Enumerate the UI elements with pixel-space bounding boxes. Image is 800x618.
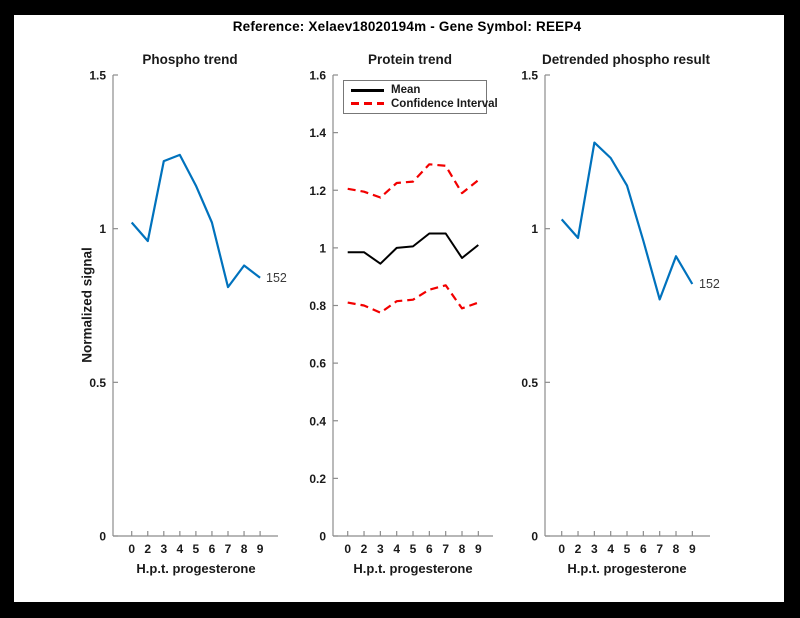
subplot1-title: Phospho trend bbox=[142, 52, 238, 67]
tick-label: 0 bbox=[319, 530, 326, 544]
tick-label: 0.5 bbox=[521, 376, 538, 390]
tick-label: 0.4 bbox=[309, 414, 326, 428]
subplot1-endpoint-annotation: 152 bbox=[266, 271, 287, 285]
tick-label: 0.5 bbox=[89, 376, 106, 390]
tick-label: 1.5 bbox=[89, 69, 106, 83]
tick-label: 1.6 bbox=[309, 69, 326, 83]
protein-series-line-2 bbox=[347, 284, 479, 314]
legend-row-confidence-interval: Confidence Interval bbox=[344, 98, 498, 110]
tick-label: 0 bbox=[344, 542, 351, 556]
tick-label: 3 bbox=[160, 542, 167, 556]
tick-label: 1 bbox=[531, 222, 538, 236]
tick-label: 9 bbox=[257, 542, 264, 556]
tick-label: 7 bbox=[442, 542, 449, 556]
ci-line-sample bbox=[351, 102, 384, 105]
tick-label: 9 bbox=[689, 542, 696, 556]
tick-label: 0.6 bbox=[309, 357, 326, 371]
tick-label: 3 bbox=[377, 542, 384, 556]
tick-label: 7 bbox=[225, 542, 232, 556]
tick-label: 1.4 bbox=[309, 126, 326, 140]
tick-label: 0 bbox=[531, 530, 538, 544]
tick-label: 6 bbox=[209, 542, 216, 556]
subplot3-endpoint-annotation: 152 bbox=[699, 277, 720, 291]
subplot2-title: Protein trend bbox=[367, 52, 453, 67]
tick-label: 5 bbox=[410, 542, 417, 556]
subplot2-xlabel: H.p.t. progesterone bbox=[353, 561, 473, 576]
figure-title: Reference: Xelaev18020194m - Gene Symbol… bbox=[232, 19, 582, 34]
tick-label: 9 bbox=[475, 542, 482, 556]
protein-series-line-1 bbox=[347, 163, 479, 199]
legend-row-mean: Mean bbox=[344, 84, 486, 96]
tick-label: 0.8 bbox=[309, 299, 326, 313]
tick-label: 1.2 bbox=[309, 184, 326, 198]
tick-label: 2 bbox=[575, 542, 582, 556]
tick-label: 4 bbox=[393, 542, 400, 556]
tick-label: 6 bbox=[426, 542, 433, 556]
tick-label: 7 bbox=[656, 542, 663, 556]
protein-series-line-0 bbox=[347, 232, 479, 265]
tick-label: 5 bbox=[193, 542, 200, 556]
tick-label: 4 bbox=[607, 542, 614, 556]
mean-line-sample bbox=[351, 89, 384, 92]
tick-label: 0 bbox=[128, 542, 135, 556]
subplot3-xlabel: H.p.t. progesterone bbox=[567, 561, 687, 576]
tick-label: 1 bbox=[319, 241, 326, 255]
phospho-series-line-0 bbox=[130, 153, 261, 289]
legend-box: Mean Confidence Interval bbox=[343, 80, 498, 114]
subplot3-title: Detrended phospho result bbox=[541, 52, 711, 67]
tick-label: 1.5 bbox=[521, 69, 538, 83]
tick-label: 8 bbox=[241, 542, 248, 556]
tick-label: 0.2 bbox=[309, 472, 326, 486]
tick-label: 4 bbox=[177, 542, 184, 556]
tick-label: 1 bbox=[99, 222, 106, 236]
tick-label: 3 bbox=[591, 542, 598, 556]
legend-label-confidence-interval: Confidence Interval bbox=[391, 97, 498, 110]
tick-label: 8 bbox=[459, 542, 466, 556]
tick-label: 5 bbox=[624, 542, 631, 556]
tick-label: 2 bbox=[144, 542, 151, 556]
detrended-series-line-0 bbox=[560, 141, 694, 301]
legend-label-mean: Mean bbox=[391, 84, 421, 97]
subplot1-xlabel: H.p.t. progesterone bbox=[136, 561, 256, 576]
tick-label: 2 bbox=[361, 542, 368, 556]
tick-label: 0 bbox=[558, 542, 565, 556]
tick-label: 6 bbox=[640, 542, 647, 556]
tick-label: 8 bbox=[673, 542, 680, 556]
tick-label: 0 bbox=[99, 530, 106, 544]
subplot1-ylabel: Normalized signal bbox=[79, 247, 95, 363]
